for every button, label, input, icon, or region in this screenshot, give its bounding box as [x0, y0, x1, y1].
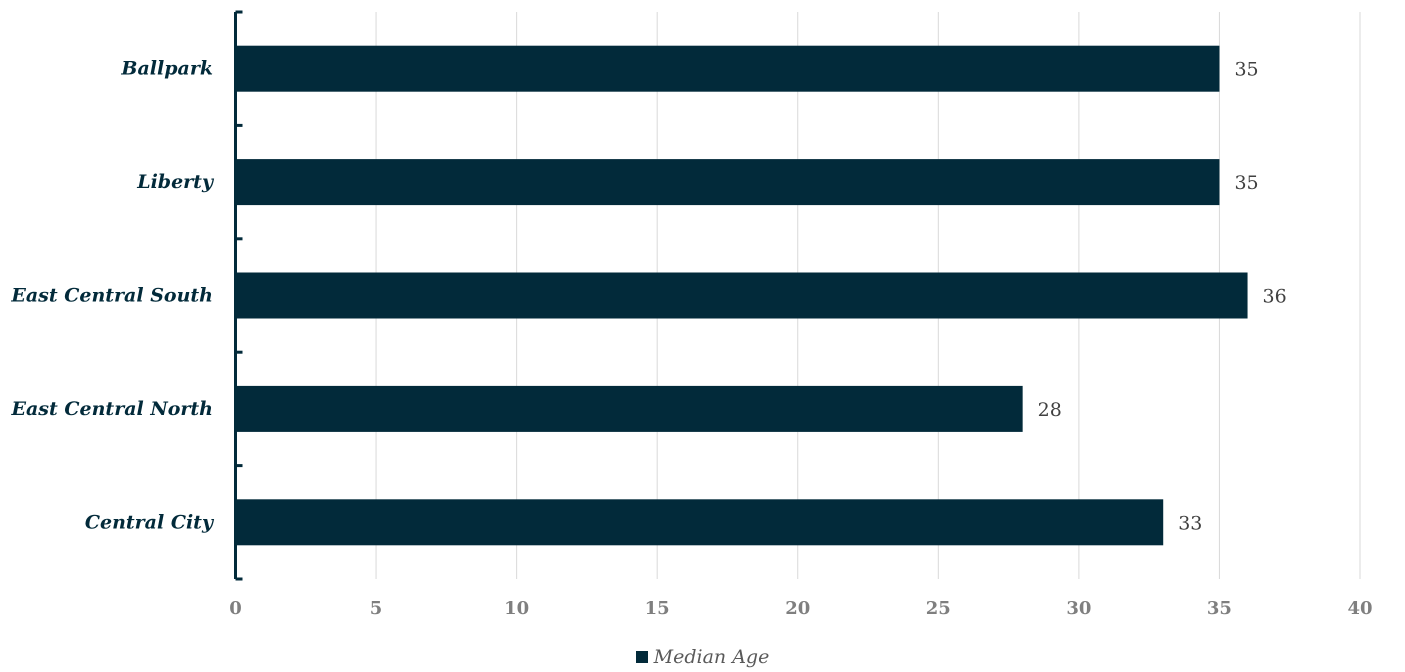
data-label: 36 — [1263, 286, 1287, 308]
category-label: Central City — [85, 511, 215, 533]
bar — [235, 45, 1220, 92]
legend-swatch — [635, 651, 648, 663]
bar — [235, 385, 1023, 432]
labels: 0 5 10 15 20 25 30 35 40 Ballpark 35 Liberty 35 East … — [10, 58, 1372, 619]
category-label: East Central North — [11, 398, 213, 420]
x-tick-label: 25 — [926, 598, 951, 619]
x-tick-label: 40 — [1347, 598, 1372, 619]
x-tick-label: 35 — [1207, 598, 1232, 619]
category-label: Liberty — [136, 171, 215, 193]
x-tick-label: 5 — [370, 598, 383, 619]
legend-label: Median Age — [653, 646, 770, 668]
bar — [235, 499, 1164, 546]
x-tick-label: 20 — [785, 598, 810, 619]
x-tick-label: 30 — [1066, 598, 1091, 619]
x-tick-label: 10 — [504, 598, 529, 619]
bars — [235, 45, 1248, 546]
bar — [235, 159, 1220, 206]
x-tick-label: 0 — [229, 598, 242, 619]
legend: Median Age — [0, 646, 1405, 668]
x-tick-label: 15 — [645, 598, 670, 619]
data-label: 33 — [1178, 512, 1202, 534]
category-label: Ballpark — [120, 58, 213, 80]
bar — [235, 272, 1248, 319]
data-label: 28 — [1038, 399, 1062, 421]
data-label: 35 — [1234, 172, 1258, 194]
category-label: East Central South — [10, 285, 213, 307]
y-axis — [234, 10, 243, 581]
data-label: 35 — [1234, 59, 1258, 81]
